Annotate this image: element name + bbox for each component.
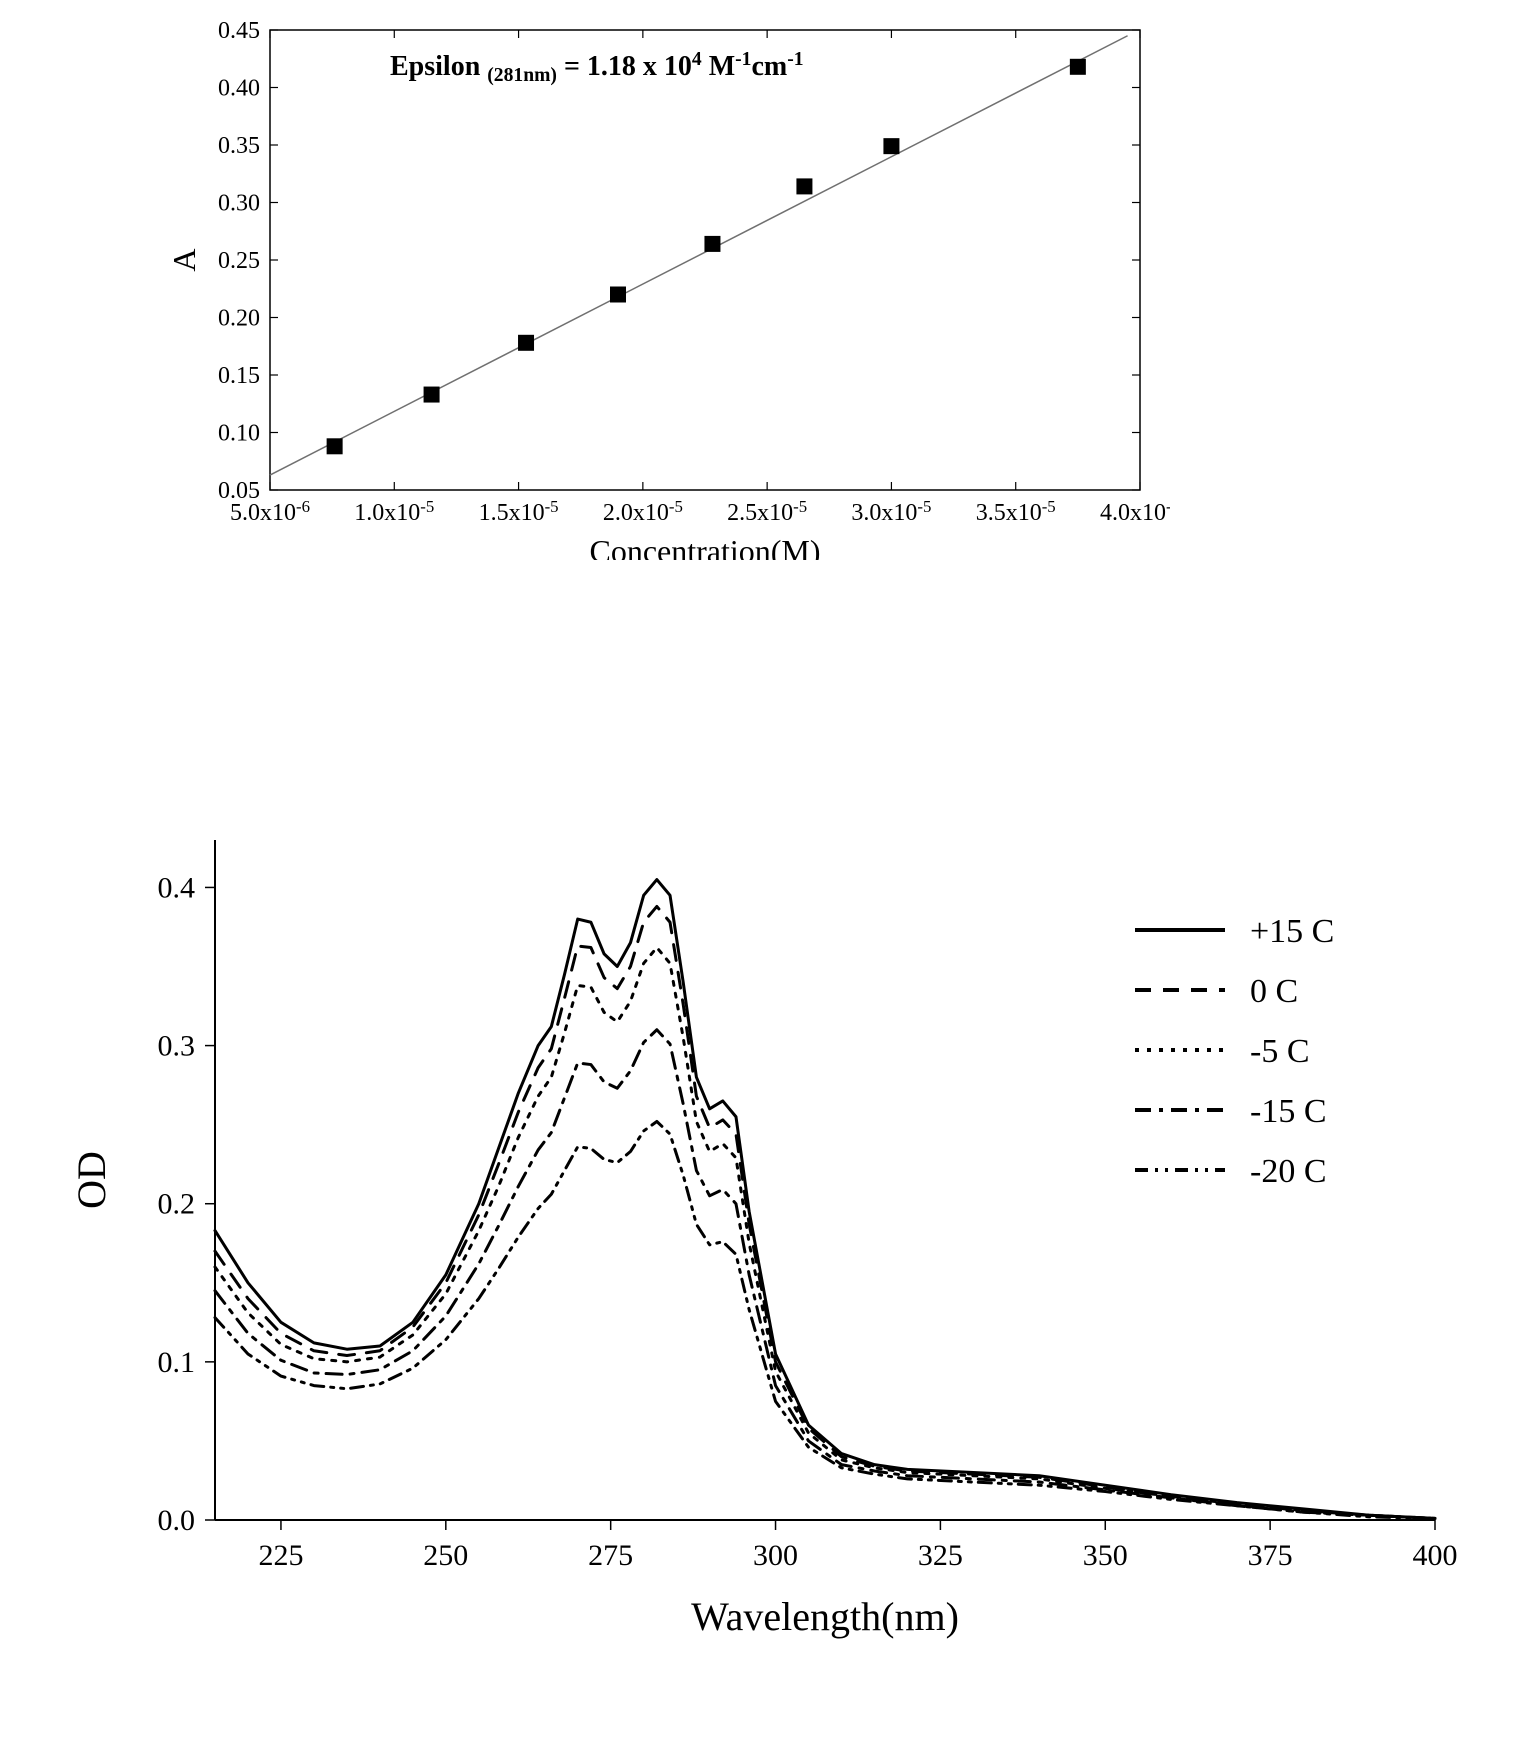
bottom-spectra-chart: 225 250 275 300 325 350 375 400 Wavelength(nm) 0.… [0,0,1470,1670]
legend-label: -15 C [1250,1093,1327,1130]
bottom-xtick-label: 250 [423,1539,468,1572]
bottom-ytick-label: 0.2 [158,1188,196,1221]
legend-label: -5 C [1250,1033,1310,1070]
bottom-ytick-label: 0.4 [158,871,196,904]
bottom-xlabel: Wavelength(nm) [691,1594,959,1639]
legend-label: +15 C [1250,913,1334,950]
bottom-xtick-label: 275 [588,1539,633,1572]
bottom-xtick-label: 375 [1248,1539,1293,1572]
bottom-xtick-label: 300 [753,1539,798,1572]
bottom-xtick-label: 325 [918,1539,963,1572]
legend-label: -20 C [1250,1153,1327,1190]
bottom-ytick-label: 0.3 [158,1030,196,1063]
figure-page: 5.0x10-61.0x10-51.5x10-52.0x10-52.5x10-5… [0,0,1528,1754]
bottom-xtick-label: 350 [1083,1539,1128,1572]
bottom-ytick-label: 0.1 [158,1346,196,1379]
bottom-ylabel: OD [69,1151,114,1209]
bottom-xtick-label: 400 [1413,1539,1458,1572]
bottom-ytick-label: 0.0 [158,1504,196,1537]
bottom-xtick-label: 225 [258,1539,303,1572]
legend-label: 0 C [1250,973,1298,1010]
